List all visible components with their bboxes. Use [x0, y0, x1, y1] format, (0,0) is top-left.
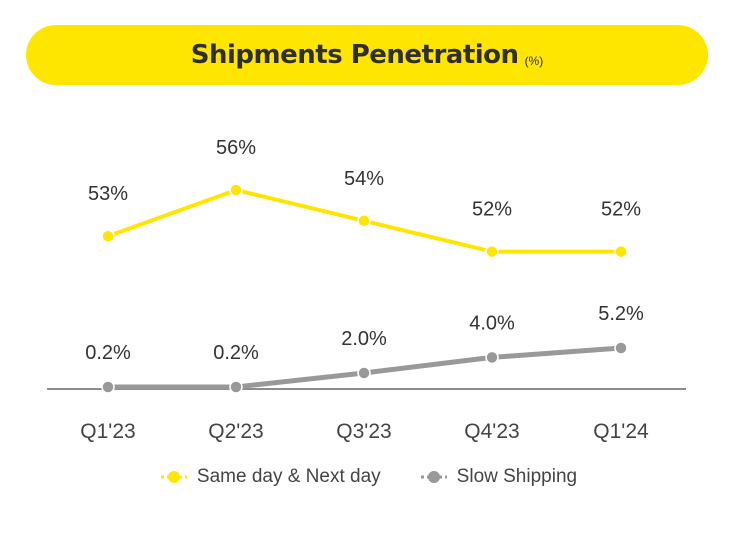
chart-unit: (%)	[524, 54, 544, 68]
point-slow-shipping-4	[614, 341, 628, 355]
legend-swatch-gray	[420, 471, 447, 483]
x-tick-label-0: Q1'23	[80, 420, 135, 443]
point-slow-shipping-2	[357, 366, 371, 380]
x-tick-label-4: Q1'24	[593, 420, 649, 443]
legend-label-slow-shipping: Slow Shipping	[456, 466, 578, 487]
data-label-same-day-3: 52%	[472, 199, 512, 221]
legend-swatch-yellow	[160, 471, 187, 483]
x-tick-label-2: Q3'23	[336, 420, 391, 443]
point-same-day-1	[229, 183, 243, 197]
data-label-same-day-1: 56%	[216, 137, 256, 159]
x-tick-label-3: Q4'23	[464, 420, 519, 443]
data-label-same-day-4: 52%	[601, 199, 641, 221]
point-same-day-3	[485, 244, 499, 259]
data-label-slow-shipping-3: 4.0%	[469, 312, 515, 334]
legend-label-same-day: Same day & Next day	[196, 466, 381, 487]
legend-item-slow-shipping: Slow Shipping	[420, 466, 578, 488]
x-tick-label-1: Q2'23	[208, 420, 263, 443]
data-label-same-day-0: 53%	[88, 183, 128, 205]
legend-item-same-day: Same day & Next day	[160, 466, 381, 488]
data-label-slow-shipping-0: 0.2%	[85, 342, 131, 364]
point-slow-shipping-0	[101, 380, 115, 394]
point-same-day-0	[101, 229, 115, 243]
data-label-slow-shipping-1: 0.2%	[213, 342, 259, 364]
point-slow-shipping-3	[485, 350, 499, 365]
point-slow-shipping-1	[229, 380, 243, 394]
legend: Same day & Next day Slow Shipping	[0, 466, 738, 488]
data-label-slow-shipping-4: 5.2%	[598, 303, 644, 325]
data-label-same-day-2: 54%	[344, 168, 384, 190]
title-banner: Shipments Penetration (%)	[26, 25, 708, 85]
chart-title: Shipments Penetration	[190, 40, 519, 70]
line-chart: 53% 56% 54% 52% 52% 0.2% 0.2% 2.0% 4.0% 5.2% Q1'23…	[47, 137, 686, 443]
point-same-day-4	[614, 244, 628, 259]
data-label-slow-shipping-2: 2.0%	[341, 328, 387, 350]
point-same-day-2	[357, 214, 371, 228]
